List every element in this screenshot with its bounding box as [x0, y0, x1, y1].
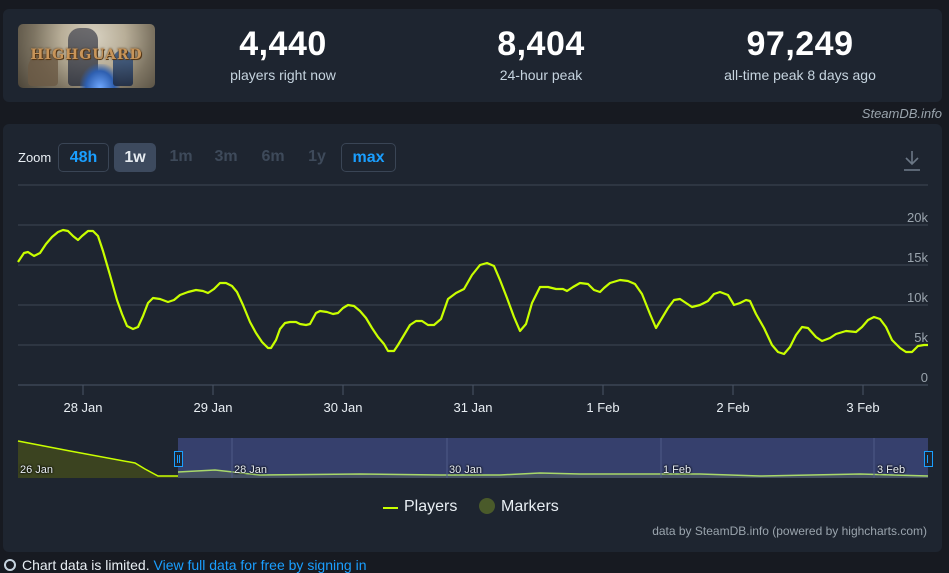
x-tick-label: 29 Jan [193, 400, 233, 415]
zoom-6m-button[interactable]: 6m [261, 148, 285, 165]
zoom-1y-button[interactable]: 1y [308, 148, 326, 165]
x-tick-label: 2 Feb [716, 400, 750, 415]
stat-24h-peak: 8,404 24-hour peak [461, 24, 621, 84]
x-tick-label: 30 Jan [323, 400, 363, 415]
y-tick-10k: 10k [907, 290, 928, 305]
navigator-label: 3 Feb [877, 464, 906, 476]
x-tick-label: 3 Feb [846, 400, 880, 415]
y-tick-15k: 15k [907, 250, 928, 265]
zoom-1w-button[interactable]: 1w [114, 143, 156, 172]
stat-all-time-peak: 97,249 all-time peak 8 days ago [695, 24, 905, 84]
y-tick-0: 0 [920, 370, 928, 385]
navigator-left-handle[interactable] [174, 451, 183, 467]
thumbnail-figure [113, 50, 133, 86]
download-icon[interactable] [903, 150, 921, 172]
navigator-label: 26 Jan [20, 464, 54, 476]
navigator-line-outside [17, 440, 178, 477]
x-axis-ticks [82, 385, 864, 395]
zoom-48h-button[interactable]: 48h [58, 143, 109, 172]
zoom-1m-button[interactable]: 1m [169, 148, 193, 165]
steamdb-credit: SteamDB.info [861, 106, 942, 121]
navigator-label: 28 Jan [234, 464, 268, 476]
legend-players-line-icon[interactable] [383, 507, 398, 509]
sign-in-link[interactable]: View full data for free by signing in [153, 557, 367, 573]
legend-markers[interactable]: Markers [501, 498, 559, 515]
stat-value: 4,440 [239, 25, 327, 63]
stats-header [3, 9, 942, 102]
navigator-label: 30 Jan [449, 464, 483, 476]
x-tick-label: 1 Feb [586, 400, 620, 415]
navigator-right-handle[interactable] [924, 451, 933, 467]
thumbnail-figure [28, 54, 58, 86]
navigator-line [177, 469, 929, 477]
chart-panel [3, 124, 942, 552]
info-icon [4, 559, 16, 571]
stat-label: 24-hour peak [499, 67, 583, 83]
stat-value: 97,249 [746, 25, 854, 63]
game-thumbnail[interactable]: HIGHGUARD [18, 24, 155, 88]
players-series-line [17, 228, 928, 356]
zoom-3m-button[interactable]: 3m [214, 148, 238, 165]
navigator-selection [178, 438, 928, 478]
powered-by-credit[interactable]: data by SteamDB.info (powered by highcha… [652, 524, 927, 538]
stat-current-players: 4,440 players right now [203, 24, 363, 84]
chart-limit-text: Chart data is limited. [22, 557, 154, 573]
stat-label: all-time peak 8 days ago [724, 67, 876, 83]
y-tick-5k: 5k [914, 330, 928, 345]
zoom-max-button[interactable]: max [341, 143, 396, 172]
navigator-gridlines [231, 438, 875, 478]
x-tick-label: 28 Jan [63, 400, 103, 415]
game-logo-text: HIGHGUARD [30, 47, 143, 63]
legend-markers-dot-icon[interactable] [479, 498, 495, 514]
stat-value: 8,404 [497, 25, 585, 63]
zoom-label: Zoom [18, 150, 52, 165]
y-tick-20k: 20k [907, 210, 928, 225]
navigator-area-outside [18, 441, 178, 478]
chart-limit-note: Chart data is limited. View full data fo… [4, 557, 366, 573]
stat-label: players right now [230, 67, 336, 83]
legend-players[interactable]: Players [404, 498, 458, 515]
x-tick-label: 31 Jan [453, 400, 493, 415]
navigator-label: 1 Feb [663, 464, 692, 476]
